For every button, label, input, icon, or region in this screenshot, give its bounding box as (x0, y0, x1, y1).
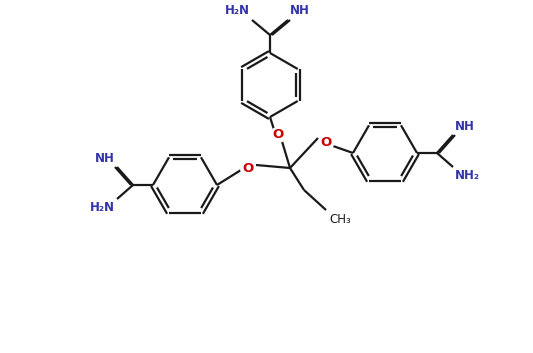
Circle shape (319, 136, 334, 150)
Text: NH: NH (95, 152, 115, 165)
Circle shape (240, 161, 255, 175)
Text: H₂N: H₂N (90, 201, 115, 214)
Text: O: O (272, 128, 284, 142)
Text: O: O (243, 162, 254, 174)
Text: O: O (320, 137, 332, 150)
Text: H₂N: H₂N (225, 4, 250, 17)
Text: NH₂: NH₂ (455, 169, 480, 182)
Text: NH: NH (290, 4, 310, 17)
Text: NH: NH (455, 120, 475, 133)
Text: CH₃: CH₃ (329, 213, 351, 226)
Circle shape (271, 127, 286, 143)
